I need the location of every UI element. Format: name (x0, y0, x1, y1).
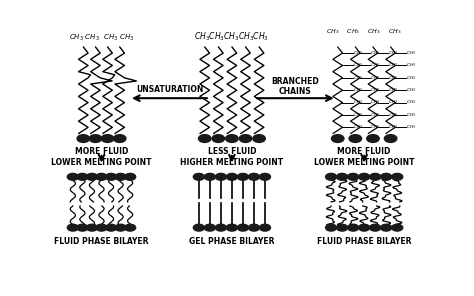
Circle shape (248, 224, 259, 231)
Circle shape (259, 224, 271, 231)
Circle shape (113, 135, 126, 142)
Circle shape (384, 135, 397, 142)
Circle shape (101, 135, 114, 142)
Text: MORE FLUID
LOWER MELTING POINT: MORE FLUID LOWER MELTING POINT (314, 147, 414, 167)
Text: $CH_3$    $CH_3$    $CH_3$    $CH_3$: $CH_3$ $CH_3$ $CH_3$ $CH_3$ (327, 27, 402, 36)
Circle shape (347, 173, 359, 180)
Text: $CH_3$: $CH_3$ (406, 49, 416, 57)
Text: $CH_3$: $CH_3$ (370, 99, 381, 106)
Circle shape (226, 135, 238, 142)
Circle shape (326, 224, 337, 231)
Text: $CH_3$: $CH_3$ (388, 74, 398, 82)
Text: $CH_3$: $CH_3$ (406, 74, 416, 82)
Text: UNSATURATION: UNSATURATION (136, 85, 203, 94)
Circle shape (239, 135, 252, 142)
Circle shape (359, 224, 370, 231)
Circle shape (106, 173, 117, 180)
Circle shape (115, 173, 126, 180)
Text: $CH_3$: $CH_3$ (406, 62, 416, 69)
Circle shape (125, 224, 136, 231)
Text: $CH_3$: $CH_3$ (388, 62, 398, 69)
Circle shape (212, 135, 225, 142)
Text: $CH_3$: $CH_3$ (353, 99, 363, 106)
Circle shape (227, 224, 237, 231)
Text: $CH_3$: $CH_3$ (353, 62, 363, 69)
Text: $CH_3$: $CH_3$ (370, 86, 381, 94)
Circle shape (227, 173, 237, 180)
Text: $CH_3$: $CH_3$ (406, 86, 416, 94)
Text: $CH_3CH_3CH_3CH_3CH_3$: $CH_3CH_3CH_3CH_3CH_3$ (194, 30, 269, 43)
Circle shape (215, 224, 227, 231)
Circle shape (381, 224, 392, 231)
Circle shape (193, 173, 204, 180)
Text: $CH_3$: $CH_3$ (370, 111, 381, 119)
Circle shape (96, 224, 107, 231)
Circle shape (106, 224, 117, 231)
Text: BRANCHED
CHAINS: BRANCHED CHAINS (272, 77, 319, 96)
Circle shape (359, 173, 370, 180)
Circle shape (381, 173, 392, 180)
Text: $CH_3$: $CH_3$ (388, 123, 398, 131)
Text: $CH_3$: $CH_3$ (388, 86, 398, 94)
Text: $CH_3$: $CH_3$ (353, 86, 363, 94)
Circle shape (204, 173, 215, 180)
Text: $CH_3$ $CH_3$  $CH_3$ $CH_3$: $CH_3$ $CH_3$ $CH_3$ $CH_3$ (69, 33, 134, 43)
Circle shape (86, 173, 98, 180)
Circle shape (67, 173, 78, 180)
Text: FLUID PHASE BILAYER: FLUID PHASE BILAYER (317, 237, 411, 246)
Text: $CH_3$: $CH_3$ (353, 74, 363, 82)
Circle shape (367, 135, 379, 142)
Circle shape (86, 224, 98, 231)
Circle shape (349, 135, 362, 142)
Text: $CH_3$: $CH_3$ (388, 49, 398, 57)
Circle shape (77, 135, 90, 142)
Circle shape (248, 173, 259, 180)
Circle shape (204, 224, 215, 231)
Text: GEL PHASE BILAYER: GEL PHASE BILAYER (189, 237, 274, 246)
Text: $CH_3$: $CH_3$ (370, 123, 381, 131)
Text: $CH_3$: $CH_3$ (388, 111, 398, 119)
Circle shape (326, 173, 337, 180)
Circle shape (370, 224, 381, 231)
Text: $CH_3$: $CH_3$ (388, 99, 398, 106)
Circle shape (96, 173, 107, 180)
Text: $CH_3$: $CH_3$ (406, 123, 416, 131)
Text: MORE FLUID
LOWER MELTING POINT: MORE FLUID LOWER MELTING POINT (51, 147, 152, 167)
Text: $CH_3$: $CH_3$ (353, 123, 363, 131)
Circle shape (370, 173, 381, 180)
Circle shape (237, 224, 248, 231)
Circle shape (199, 135, 211, 142)
Circle shape (347, 224, 359, 231)
Circle shape (392, 173, 403, 180)
Circle shape (253, 135, 265, 142)
Text: $CH_3$: $CH_3$ (353, 49, 363, 57)
Circle shape (193, 224, 204, 231)
Circle shape (259, 173, 271, 180)
Circle shape (337, 173, 347, 180)
Circle shape (77, 224, 88, 231)
Circle shape (392, 224, 403, 231)
Text: $CH_3$: $CH_3$ (370, 49, 381, 57)
Circle shape (337, 224, 347, 231)
Circle shape (331, 135, 344, 142)
Circle shape (215, 173, 227, 180)
Text: $CH_3$: $CH_3$ (406, 99, 416, 106)
Text: LESS FLUID
HIGHER MELTING POINT: LESS FLUID HIGHER MELTING POINT (180, 147, 283, 167)
Circle shape (237, 173, 248, 180)
Circle shape (77, 173, 88, 180)
Text: $CH_3$: $CH_3$ (370, 74, 381, 82)
Text: $CH_3$: $CH_3$ (406, 111, 416, 119)
Circle shape (89, 135, 102, 142)
Text: FLUID PHASE BILAYER: FLUID PHASE BILAYER (54, 237, 149, 246)
Text: $CH_3$: $CH_3$ (370, 62, 381, 69)
Circle shape (115, 224, 126, 231)
Circle shape (125, 173, 136, 180)
Circle shape (67, 224, 78, 231)
Text: $CH_3$: $CH_3$ (353, 111, 363, 119)
